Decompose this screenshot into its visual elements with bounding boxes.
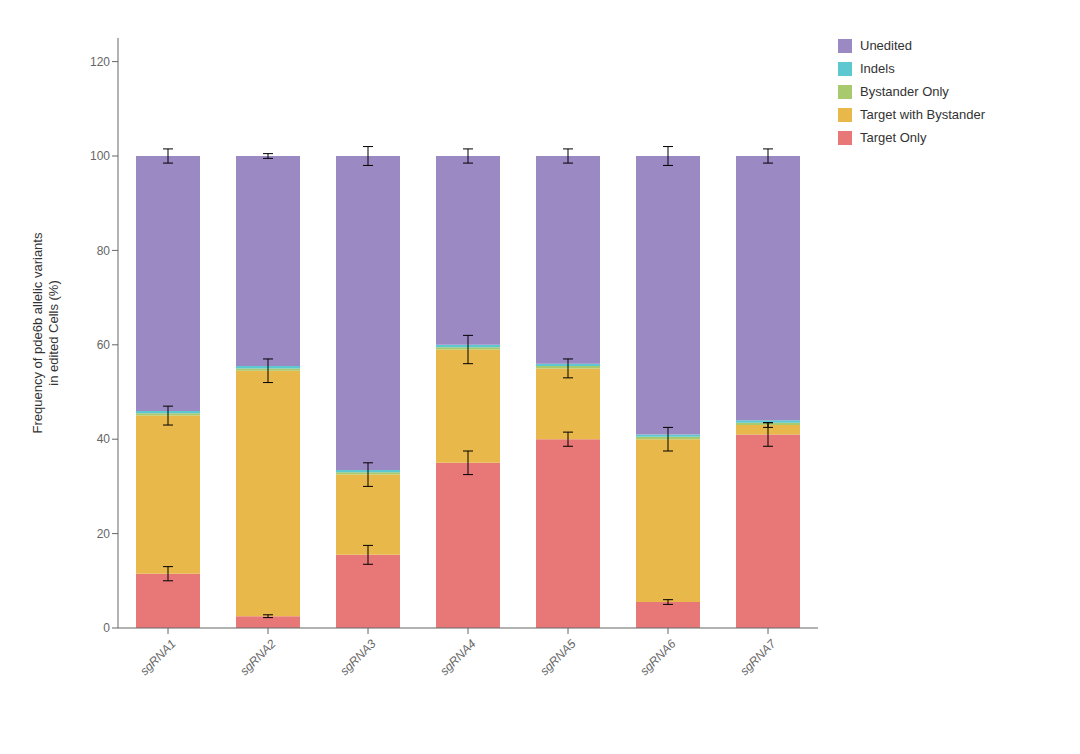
svg-text:sgRNA1: sgRNA1 bbox=[137, 637, 178, 678]
svg-text:sgRNA3: sgRNA3 bbox=[337, 636, 379, 678]
html-text:Bystander Only: Bystander Only bbox=[860, 84, 949, 99]
html-text:Indels: Indels bbox=[860, 61, 895, 76]
svg-text:80: 80 bbox=[97, 244, 111, 258]
svg-text:sgRNA5: sgRNA5 bbox=[537, 636, 579, 678]
svg-text:20: 20 bbox=[97, 527, 111, 541]
html-text:Target with Bystander: Target with Bystander bbox=[860, 107, 985, 122]
svg-text:sgRNA4: sgRNA4 bbox=[437, 636, 479, 678]
svg-text:sgRNA6: sgRNA6 bbox=[637, 636, 679, 678]
html-text:Target Only: Target Only bbox=[860, 130, 927, 145]
html-text:Unedited: Unedited bbox=[860, 38, 912, 53]
svg-text:60: 60 bbox=[97, 338, 111, 352]
svg-text:sgRNA2: sgRNA2 bbox=[237, 636, 279, 678]
svg-text:40: 40 bbox=[97, 432, 111, 446]
svg-text:120: 120 bbox=[90, 55, 110, 69]
svg-text:100: 100 bbox=[90, 149, 110, 163]
svg-text:0: 0 bbox=[103, 621, 110, 635]
svg-text:sgRNA7: sgRNA7 bbox=[737, 636, 779, 678]
svg-text:Frequency of pde6b allelic var: Frequency of pde6b allelic variantsin ed… bbox=[30, 232, 61, 433]
